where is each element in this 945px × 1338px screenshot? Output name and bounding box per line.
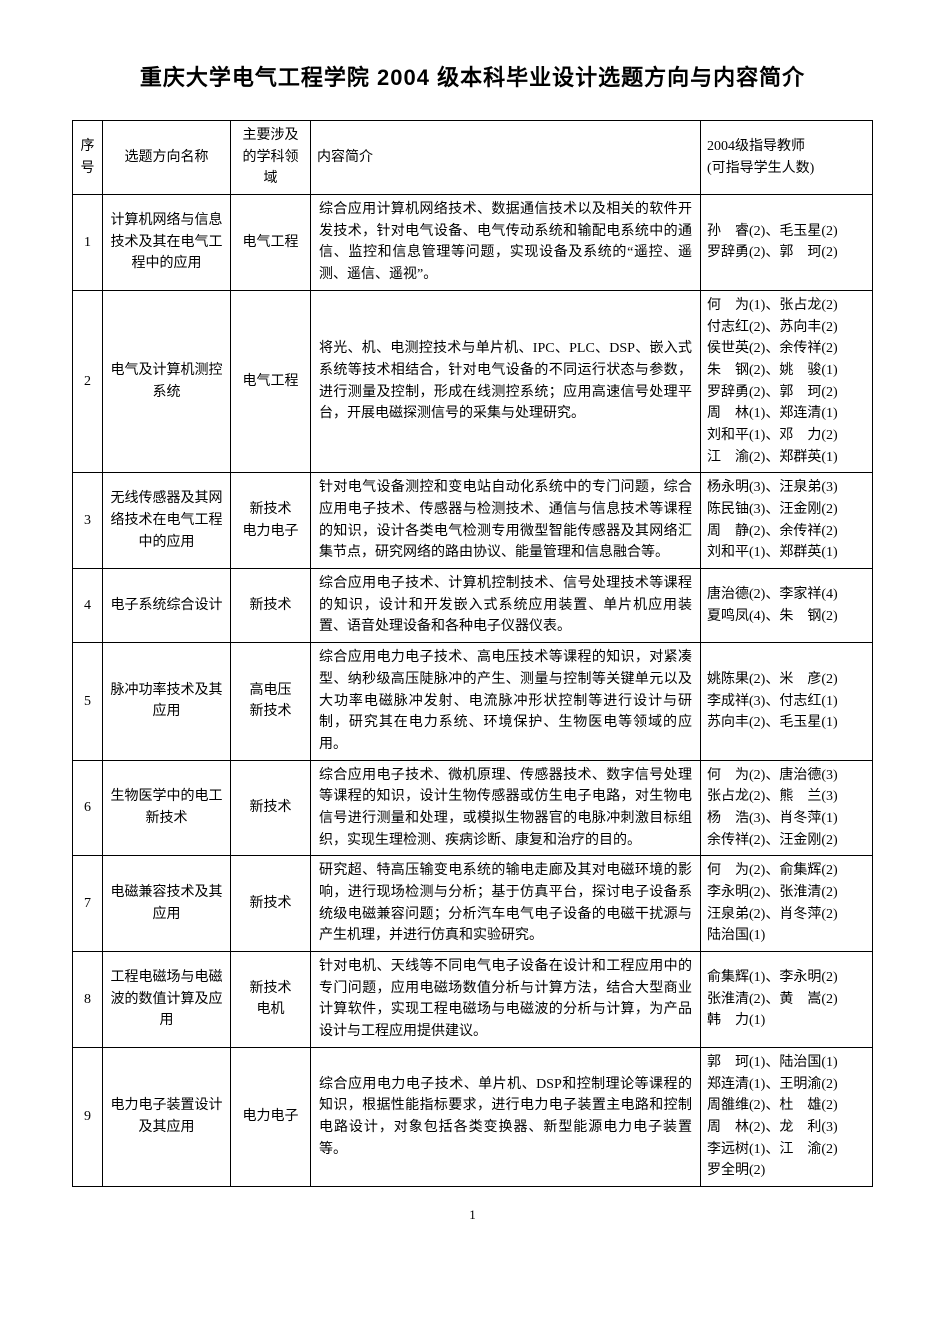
cell-description: 研究超、特高压输变电系统的输电走廊及其对电磁环境的影响，进行现场检测与分析；基于… [311, 856, 701, 952]
col-header-desc: 内容简介 [311, 121, 701, 195]
cell-idx: 2 [73, 290, 103, 473]
cell-description: 针对电气设备测控和变电站自动化系统中的专门问题，综合应用电子技术、传感器与检测技… [311, 473, 701, 569]
cell-topic: 工程电磁场与电磁波的数值计算及应用 [103, 952, 231, 1048]
cell-teachers: 何 为(1)、张占龙(2)付志红(2)、苏向丰(2)侯世英(2)、余传祥(2)朱… [701, 290, 873, 473]
cell-description: 针对电机、天线等不同电气电子设备在设计和工程应用中的专门问题，应用电磁场数值分析… [311, 952, 701, 1048]
cell-topic: 脉冲功率技术及其应用 [103, 643, 231, 760]
table-row: 1计算机网络与信息技术及其在电气工程中的应用电气工程综合应用计算机网络技术、数据… [73, 195, 873, 291]
table-row: 9电力电子装置设计及其应用电力电子综合应用电力电子技术、单片机、DSP和控制理论… [73, 1047, 873, 1186]
cell-idx: 8 [73, 952, 103, 1048]
col-header-topic: 选题方向名称 [103, 121, 231, 195]
cell-teachers: 唐治德(2)、李家祥(4)夏鸣凤(4)、朱 钢(2) [701, 569, 873, 643]
cell-description: 综合应用电力电子技术、高电压技术等课程的知识，对紧凑型、纳秒级高压陡脉冲的产生、… [311, 643, 701, 760]
cell-topic: 生物医学中的电工新技术 [103, 760, 231, 856]
cell-idx: 9 [73, 1047, 103, 1186]
cell-topic: 无线传感器及其网络技术在电气工程中的应用 [103, 473, 231, 569]
cell-idx: 4 [73, 569, 103, 643]
cell-teachers: 杨永明(3)、汪泉弟(3)陈民铀(3)、汪金刚(2)周 静(2)、余传祥(2)刘… [701, 473, 873, 569]
page-number: 1 [72, 1207, 873, 1223]
topics-table: 序号 选题方向名称 主要涉及的学科领域 内容简介 2004级指导教师(可指导学生… [72, 120, 873, 1187]
cell-idx: 7 [73, 856, 103, 952]
table-row: 5脉冲功率技术及其应用高电压新技术综合应用电力电子技术、高电压技术等课程的知识，… [73, 643, 873, 760]
cell-teachers: 何 为(2)、俞集辉(2)李永明(2)、张淮清(2)汪泉弟(2)、肖冬萍(2)陆… [701, 856, 873, 952]
cell-teachers: 郭 珂(1)、陆治国(1)郑连清(1)、王明渝(2)周雒维(2)、杜 雄(2)周… [701, 1047, 873, 1186]
table-header-row: 序号 选题方向名称 主要涉及的学科领域 内容简介 2004级指导教师(可指导学生… [73, 121, 873, 195]
cell-idx: 1 [73, 195, 103, 291]
cell-idx: 3 [73, 473, 103, 569]
cell-description: 将光、机、电测控技术与单片机、IPC、PLC、DSP、嵌入式系统等技术相结合，针… [311, 290, 701, 473]
cell-teachers: 何 为(2)、唐治德(3)张占龙(2)、熊 兰(3)杨 浩(3)、肖冬萍(1)余… [701, 760, 873, 856]
table-row: 3无线传感器及其网络技术在电气工程中的应用新技术电力电子针对电气设备测控和变电站… [73, 473, 873, 569]
cell-topic: 电子系统综合设计 [103, 569, 231, 643]
table-row: 8工程电磁场与电磁波的数值计算及应用新技术电机针对电机、天线等不同电气电子设备在… [73, 952, 873, 1048]
cell-topic: 计算机网络与信息技术及其在电气工程中的应用 [103, 195, 231, 291]
table-row: 4电子系统综合设计新技术综合应用电子技术、计算机控制技术、信号处理技术等课程的知… [73, 569, 873, 643]
cell-field: 新技术电机 [231, 952, 311, 1048]
cell-teachers: 姚陈果(2)、米 彦(2)李成祥(3)、付志红(1)苏向丰(2)、毛玉星(1) [701, 643, 873, 760]
table-row: 2电气及计算机测控系统电气工程将光、机、电测控技术与单片机、IPC、PLC、DS… [73, 290, 873, 473]
page-title: 重庆大学电气工程学院 2004 级本科毕业设计选题方向与内容简介 [72, 60, 873, 92]
cell-field: 新技术电力电子 [231, 473, 311, 569]
cell-topic: 电磁兼容技术及其应用 [103, 856, 231, 952]
cell-teachers: 俞集辉(1)、李永明(2)张淮清(2)、黄 嵩(2)韩 力(1) [701, 952, 873, 1048]
cell-field: 电气工程 [231, 290, 311, 473]
cell-idx: 5 [73, 643, 103, 760]
cell-field: 电气工程 [231, 195, 311, 291]
cell-topic: 电气及计算机测控系统 [103, 290, 231, 473]
cell-description: 综合应用电子技术、计算机控制技术、信号处理技术等课程的知识，设计和开发嵌入式系统… [311, 569, 701, 643]
cell-teachers: 孙 睿(2)、毛玉星(2)罗辞勇(2)、郭 珂(2) [701, 195, 873, 291]
cell-field: 高电压新技术 [231, 643, 311, 760]
col-header-teach: 2004级指导教师(可指导学生人数) [701, 121, 873, 195]
col-header-idx: 序号 [73, 121, 103, 195]
cell-field: 电力电子 [231, 1047, 311, 1186]
cell-topic: 电力电子装置设计及其应用 [103, 1047, 231, 1186]
col-header-field: 主要涉及的学科领域 [231, 121, 311, 195]
cell-field: 新技术 [231, 760, 311, 856]
cell-description: 综合应用电力电子技术、单片机、DSP和控制理论等课程的知识，根据性能指标要求，进… [311, 1047, 701, 1186]
cell-description: 综合应用计算机网络技术、数据通信技术以及相关的软件开发技术，针对电气设备、电气传… [311, 195, 701, 291]
cell-description: 综合应用电子技术、微机原理、传感器技术、数字信号处理等课程的知识，设计生物传感器… [311, 760, 701, 856]
table-row: 6生物医学中的电工新技术新技术综合应用电子技术、微机原理、传感器技术、数字信号处… [73, 760, 873, 856]
cell-field: 新技术 [231, 569, 311, 643]
cell-idx: 6 [73, 760, 103, 856]
cell-field: 新技术 [231, 856, 311, 952]
table-row: 7电磁兼容技术及其应用新技术研究超、特高压输变电系统的输电走廊及其对电磁环境的影… [73, 856, 873, 952]
